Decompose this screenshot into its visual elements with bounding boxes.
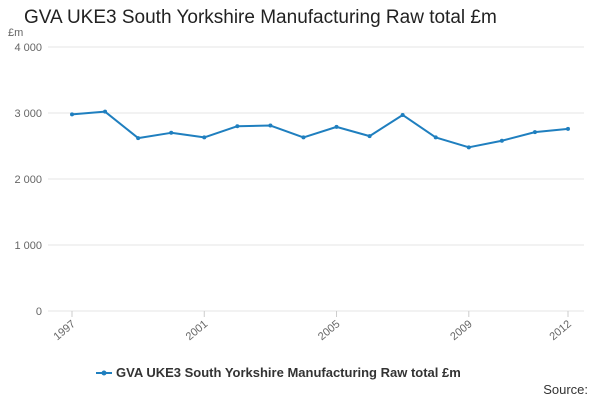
data-point[interactable] xyxy=(532,130,537,135)
data-point[interactable] xyxy=(268,123,273,128)
x-tick-label: 2009 xyxy=(448,318,474,343)
x-tick-label: 2012 xyxy=(547,318,573,343)
data-point[interactable] xyxy=(367,134,372,139)
data-point[interactable] xyxy=(235,124,240,129)
source-label: Source: xyxy=(543,382,588,397)
data-point[interactable] xyxy=(566,126,570,131)
y-tick-label: 1 000 xyxy=(14,240,42,252)
data-point[interactable] xyxy=(499,138,504,143)
legend-label: GVA UKE3 South Yorkshire Manufacturing R… xyxy=(116,365,461,380)
y-tick-label: 4 000 xyxy=(14,42,42,54)
x-tick-label: 2001 xyxy=(184,318,210,343)
y-tick-label: 0 xyxy=(36,306,42,318)
series-layer xyxy=(70,109,570,150)
x-axis-ticks: 1997 2001 2005 2009 2012 xyxy=(51,311,574,343)
data-point[interactable] xyxy=(136,136,141,141)
data-point[interactable] xyxy=(202,135,207,140)
data-point[interactable] xyxy=(169,130,174,135)
series-line xyxy=(71,110,569,149)
data-point[interactable] xyxy=(103,109,108,114)
y-axis-ticks: 0 1 000 2 000 3 000 4 000 xyxy=(14,42,42,318)
legend-line-marker-icon xyxy=(96,370,112,375)
data-point[interactable] xyxy=(433,135,438,140)
x-tick-label: 2005 xyxy=(316,318,342,343)
gridlines xyxy=(48,46,584,312)
y-tick-label: 3 000 xyxy=(14,108,42,120)
legend[interactable]: GVA UKE3 South Yorkshire Manufacturing R… xyxy=(96,365,461,380)
data-point[interactable] xyxy=(70,112,74,117)
y-tick-label: 2 000 xyxy=(14,174,42,186)
data-point[interactable] xyxy=(334,124,339,129)
data-point[interactable] xyxy=(466,145,471,150)
data-point[interactable] xyxy=(301,135,306,140)
chart-title: GVA UKE3 South Yorkshire Manufacturing R… xyxy=(24,7,497,28)
y-axis-label: £m xyxy=(8,27,23,39)
x-tick-label: 1997 xyxy=(51,318,77,343)
data-point[interactable] xyxy=(400,112,405,117)
